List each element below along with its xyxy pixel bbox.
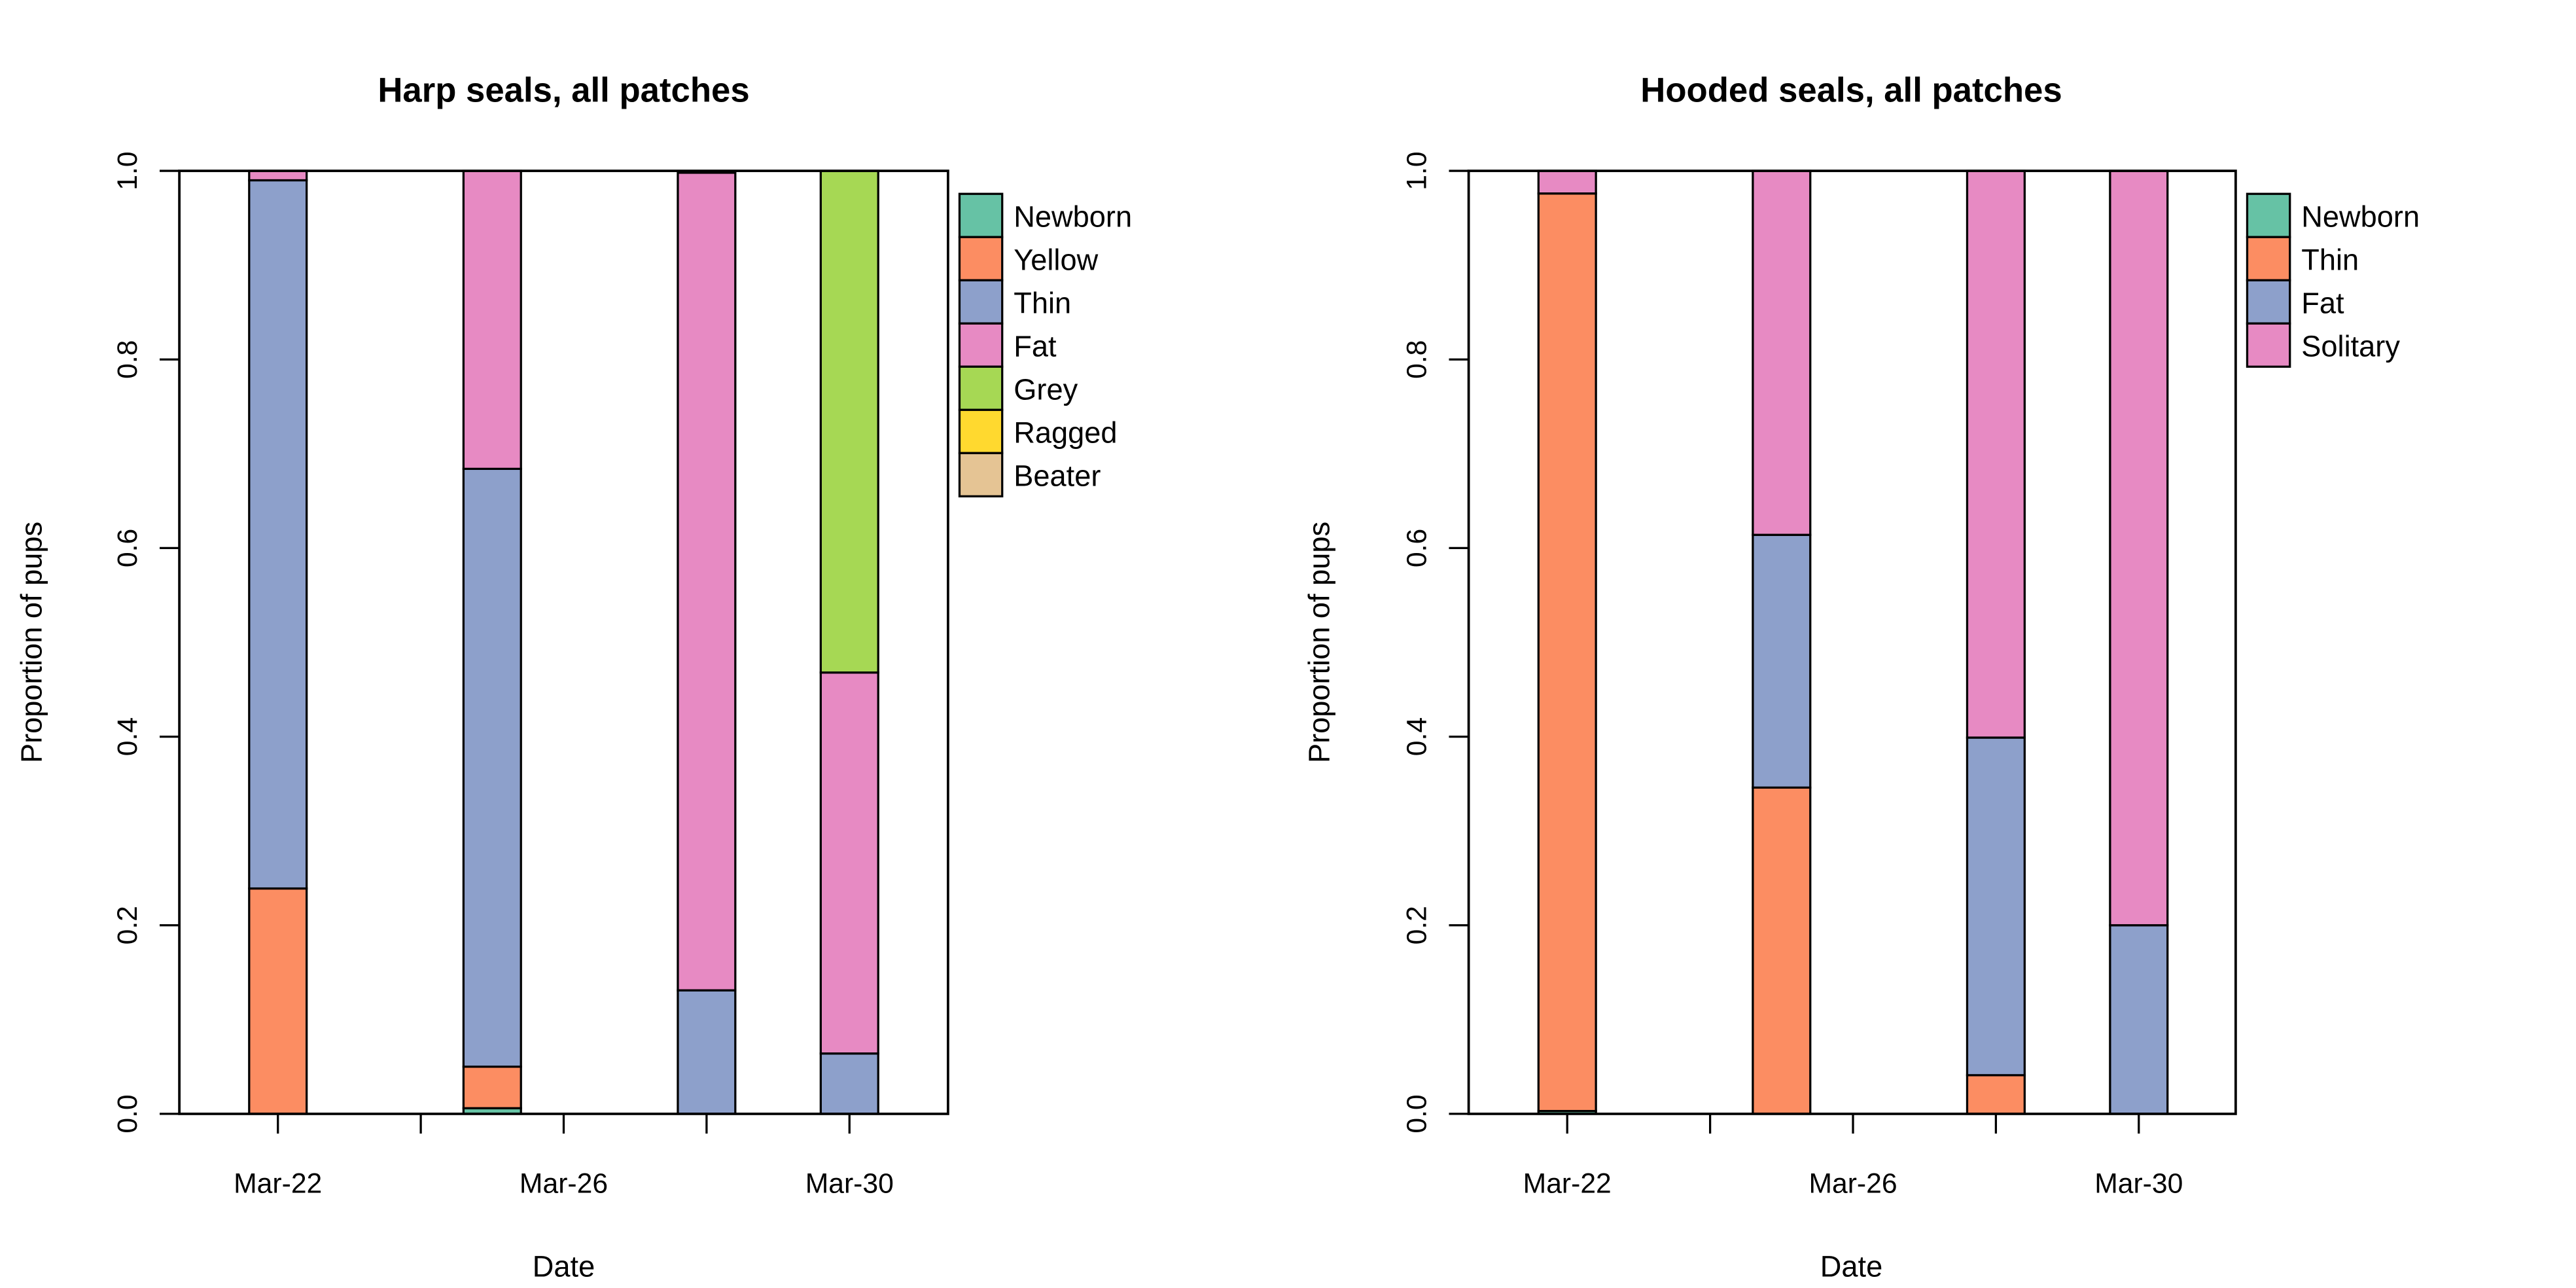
legend-swatch-beater [958,452,1004,497]
y-tick-label: 1.0 [1401,151,1432,190]
legend-swatch-newborn [958,192,1004,238]
legend-swatch-fat [958,322,1004,368]
legend-swatch-yellow [958,236,1004,281]
bar-segment-fat [462,170,522,471]
x-tick-label: Mar-22 [1523,1168,1612,1199]
y-tick-label: 0.8 [112,340,143,379]
bar-segment-thin [819,1052,879,1115]
legend-label: Thin [2301,243,2359,276]
x-tick-label: Mar-30 [805,1168,894,1199]
legend-swatch-solitary [2246,322,2291,368]
bar-segment-fat [248,170,308,182]
legend-label: Newborn [1014,200,1132,233]
legend-label: Solitary [2301,329,2400,363]
y-tick-label: 0.8 [1401,340,1432,379]
bar-segment-fat [677,171,737,992]
y-tick-label: 1.0 [112,151,143,190]
x-tick-label: Mar-26 [520,1168,608,1199]
harp-seals-panel: Harp seals, all patches Date Proportion … [14,71,1132,1283]
legend-swatch-fat [2246,279,2291,325]
legend: Newborn Yellow Thin Fat Grey Ragged Beater [958,192,1132,497]
bar-segment-solitary [1966,170,2026,739]
x-tick-label: Mar-30 [2094,1168,2183,1199]
y-tick-label: 0.2 [1401,906,1432,944]
legend-label: Grey [1014,372,1078,406]
legend-swatch-thin [2246,236,2291,281]
bar-segment-solitary [1752,170,1812,536]
bar-segment-thin [462,467,522,1068]
bar-segment-thin [248,179,308,890]
y-tick-label: 0.0 [1401,1094,1432,1133]
bar-segment-fat [1966,736,2026,1077]
hooded-seals-panel: Hooded seals, all patches Date Proportio… [1302,71,2420,1283]
bar-segment-fat [2109,924,2169,1115]
legend-swatch-thin [958,279,1004,325]
bar-segment-thin [1537,192,1597,1113]
bar-segment-thin [677,989,737,1115]
y-tick-label: 0.6 [112,529,143,567]
legend-swatch-grey [958,365,1004,411]
legend: Newborn Thin Fat Solitary [2246,192,2420,368]
bar-segment-yellow [248,887,308,1115]
y-tick-label: 0.2 [112,906,143,944]
chart-title: Hooded seals, all patches [1640,71,2062,110]
legend-label: Newborn [2301,200,2420,233]
legend-swatch-newborn [2246,192,2291,238]
x-axis-label: Date [1820,1249,1882,1283]
y-tick-label: 0.0 [112,1094,143,1133]
y-axis-label: Proportion of pups [1302,522,1335,763]
y-tick-label: 0.4 [1401,717,1432,756]
chart-title: Harp seals, all patches [378,71,749,110]
x-axis-label: Date [533,1249,595,1283]
bar-segment-yellow [462,1065,522,1109]
bar-segment-fat [819,671,879,1055]
legend-label: Fat [1014,329,1057,363]
bar-segment-thin [1752,786,1812,1115]
legend-label: Fat [2301,286,2344,319]
bar-segment-fat [1752,533,1812,789]
bar-segment-solitary [1537,170,1597,195]
y-tick-label: 0.6 [1401,529,1432,567]
legend-label: Yellow [1014,243,1098,276]
legend-swatch-ragged [958,408,1004,454]
x-tick-label: Mar-26 [1808,1168,1897,1199]
y-tick-label: 0.4 [112,717,143,756]
y-axis-label: Proportion of pups [14,522,48,763]
bar-segment-thin [1966,1074,2026,1115]
legend-label: Beater [1014,459,1101,493]
legend-label: Ragged [1014,416,1117,450]
bar-segment-grey [819,170,879,674]
bar-segment-solitary [2109,170,2169,927]
legend-label: Thin [1014,286,1071,319]
x-tick-label: Mar-22 [234,1168,322,1199]
